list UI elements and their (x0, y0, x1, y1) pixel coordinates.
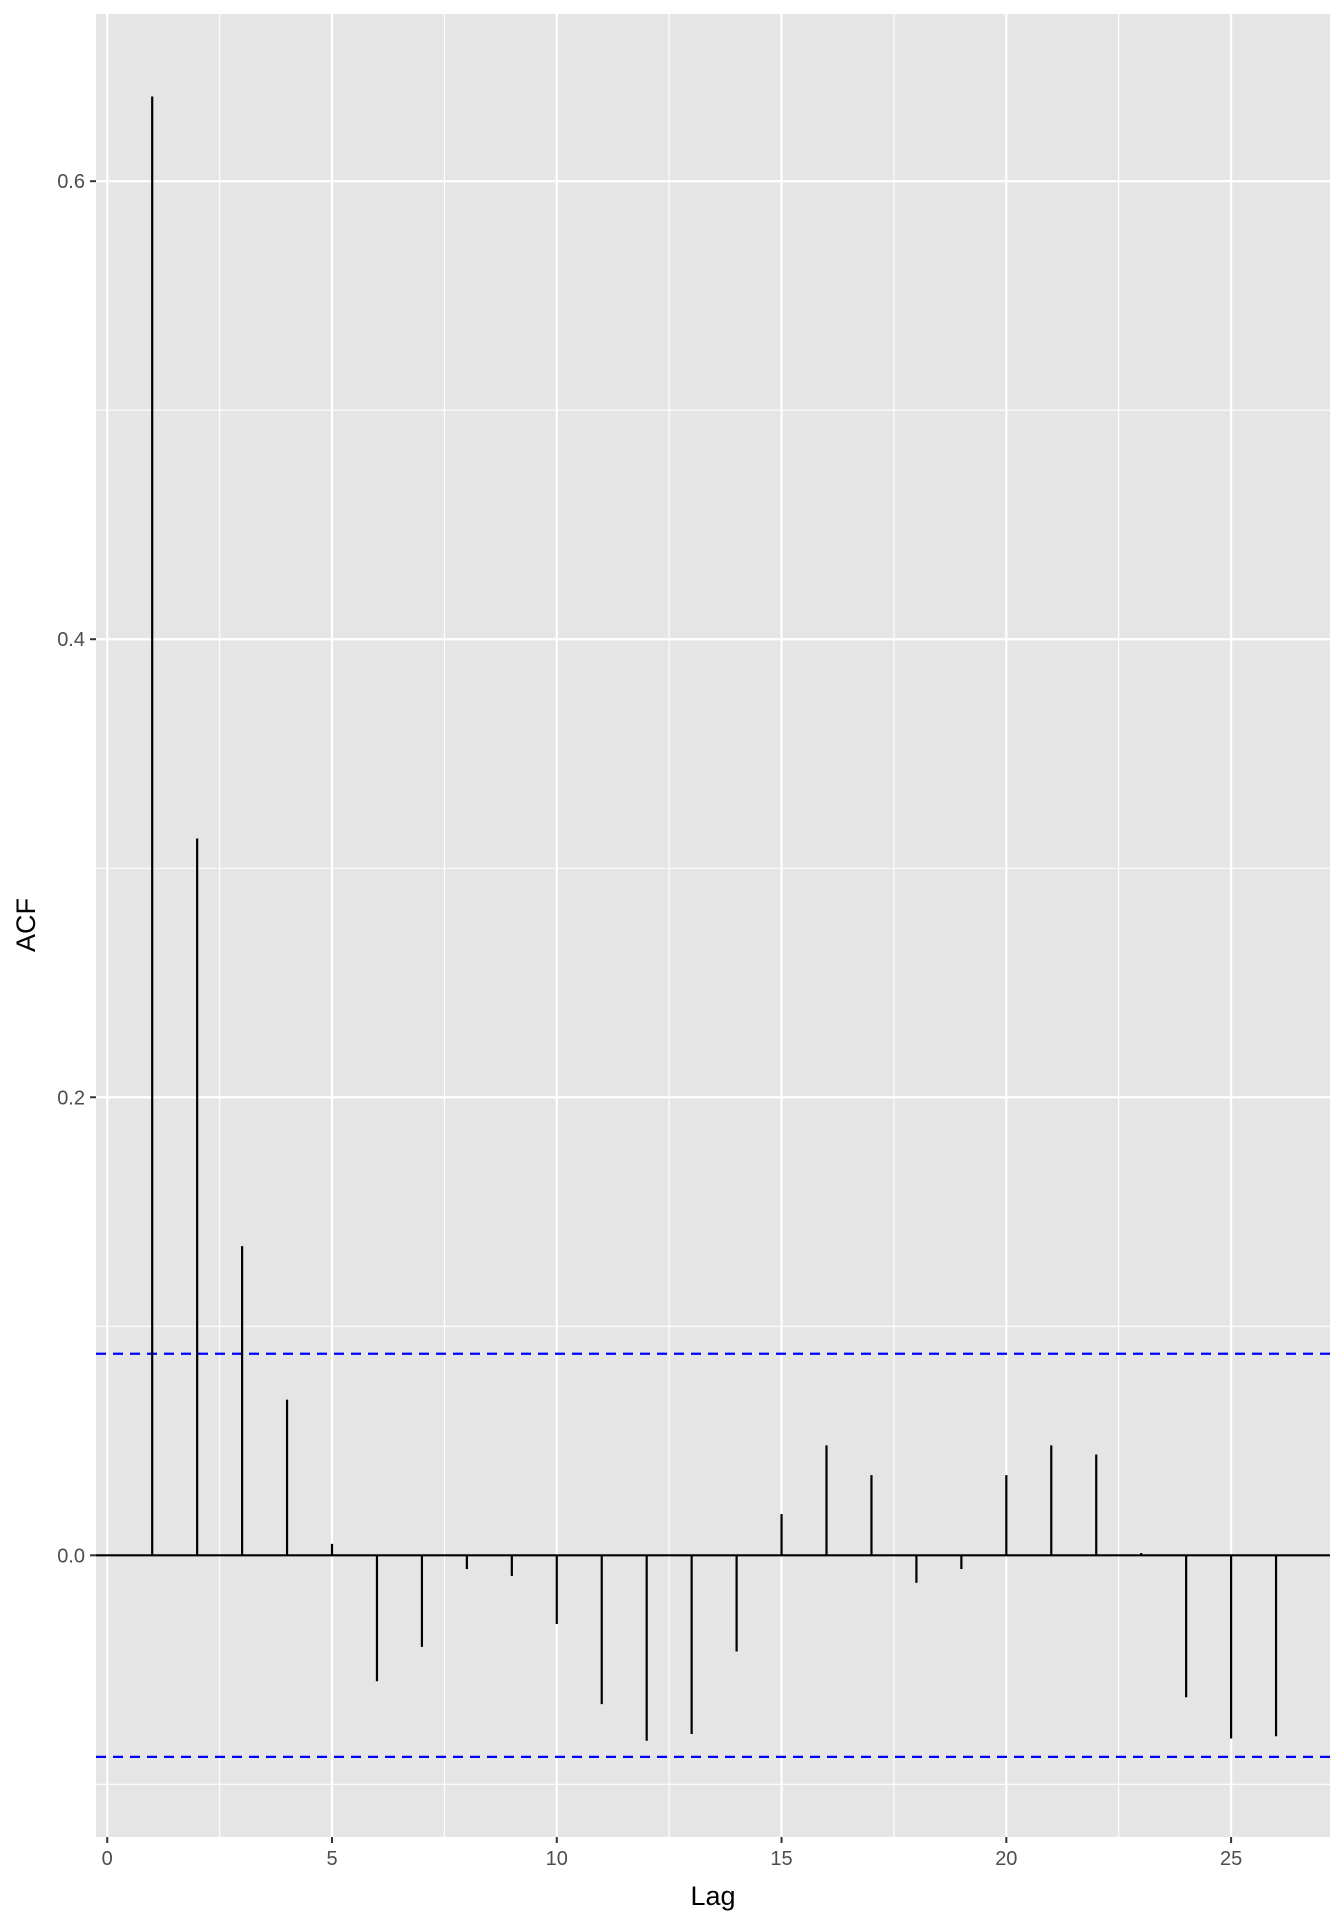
y-tick-label: 0.2 (57, 1087, 85, 1109)
y-tick-label: 0.0 (57, 1545, 85, 1567)
x-tick-label: 10 (546, 1848, 568, 1870)
y-tick-label: 0.6 (57, 171, 85, 193)
x-axis-title: Lag (690, 1881, 735, 1911)
x-tick-label: 0 (102, 1848, 113, 1870)
y-axis: 0.0 0.2 0.4 0.6 (57, 171, 96, 1567)
plot-panel (96, 14, 1330, 1837)
minor-gridlines (96, 14, 1330, 1837)
x-axis: 0 5 10 15 20 25 (102, 1837, 1242, 1870)
confidence-lines (96, 1352, 1330, 1758)
x-tick-label: 15 (770, 1848, 792, 1870)
major-gridlines (96, 14, 1330, 1837)
x-tick-label: 20 (995, 1848, 1017, 1870)
x-tick-label: 25 (1220, 1848, 1242, 1870)
y-tick-label: 0.4 (57, 629, 85, 651)
y-axis-title: ACF (11, 898, 41, 952)
acf-stems (151, 96, 1278, 1741)
x-tick-label: 5 (326, 1848, 337, 1870)
